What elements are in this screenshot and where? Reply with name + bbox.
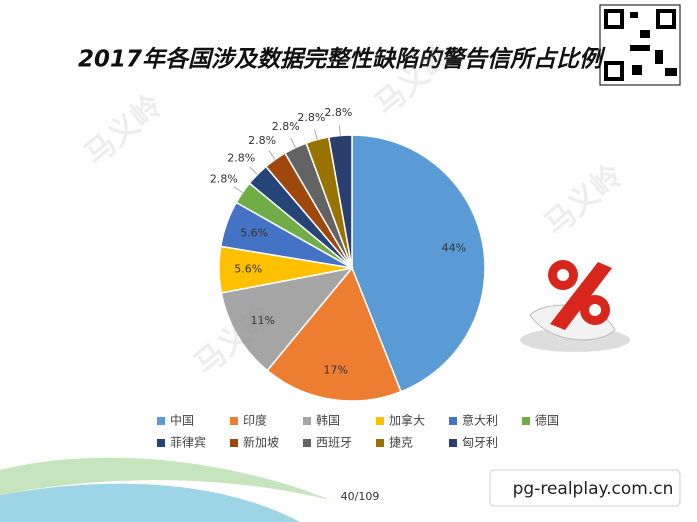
leader-line <box>338 124 341 136</box>
legend-swatch <box>303 439 311 447</box>
data-label: 17% <box>324 363 348 376</box>
legend-swatch <box>230 417 238 425</box>
data-label: 2.8% <box>297 111 325 124</box>
data-label: 2.8% <box>272 120 300 133</box>
page-number: 40/109 <box>341 490 380 503</box>
legend-label: 韩国 <box>316 413 340 428</box>
legend-swatch <box>449 439 457 447</box>
legend-label: 新加坡 <box>243 435 279 450</box>
qr-code <box>599 4 681 86</box>
data-label: 11% <box>250 314 274 327</box>
pie-slice <box>266 266 402 402</box>
leader-line <box>233 186 243 193</box>
data-label: 5.6% <box>240 226 268 239</box>
pie-slice <box>351 134 486 393</box>
data-label: 2.8% <box>248 134 276 147</box>
percent-icon <box>520 260 630 352</box>
data-label: 2.8% <box>324 106 352 119</box>
data-label: 2.8% <box>227 152 255 165</box>
legend-label: 西班牙 <box>316 436 352 450</box>
legend-swatch <box>376 439 384 447</box>
site-text: pg-realplay.com.cn <box>513 479 674 499</box>
pie-group: 44%17%11%5.6%5.6%2.8%2.8%2.8%2.8%2.8%2.8… <box>157 106 559 450</box>
site-badge: pg-realplay.com.cn <box>489 469 681 507</box>
legend-swatch <box>230 439 238 447</box>
legend-label: 德国 <box>535 413 559 428</box>
legend-swatch <box>157 417 165 425</box>
pie-slice <box>220 266 354 372</box>
legend-label: 加拿大 <box>389 413 425 428</box>
legend-label: 印度 <box>243 413 267 428</box>
legend-swatch <box>376 417 384 425</box>
pie-slice <box>327 134 353 269</box>
leader-line <box>290 137 296 148</box>
swoosh <box>0 483 300 522</box>
legend-swatch <box>303 417 311 425</box>
legend-swatch <box>522 417 530 425</box>
data-label: 44% <box>442 242 466 255</box>
legend-label: 匈牙利 <box>462 436 498 450</box>
swoosh <box>0 457 330 500</box>
data-label: 2.8% <box>210 173 238 186</box>
legend-label: 意大利 <box>462 413 498 428</box>
chart-title: 2017年各国涉及数据完整性缺陷的警告信所占比例 <box>78 46 606 73</box>
leader-line <box>268 150 276 160</box>
leader-line <box>249 166 258 175</box>
legend-swatch <box>449 417 457 425</box>
legend-label: 捷克 <box>389 436 413 450</box>
legend-label: 中国 <box>170 413 194 428</box>
leader-line <box>314 129 318 140</box>
legend-swatch <box>157 439 165 447</box>
data-label: 5.6% <box>234 262 262 275</box>
legend-label: 菲律宾 <box>170 435 206 450</box>
